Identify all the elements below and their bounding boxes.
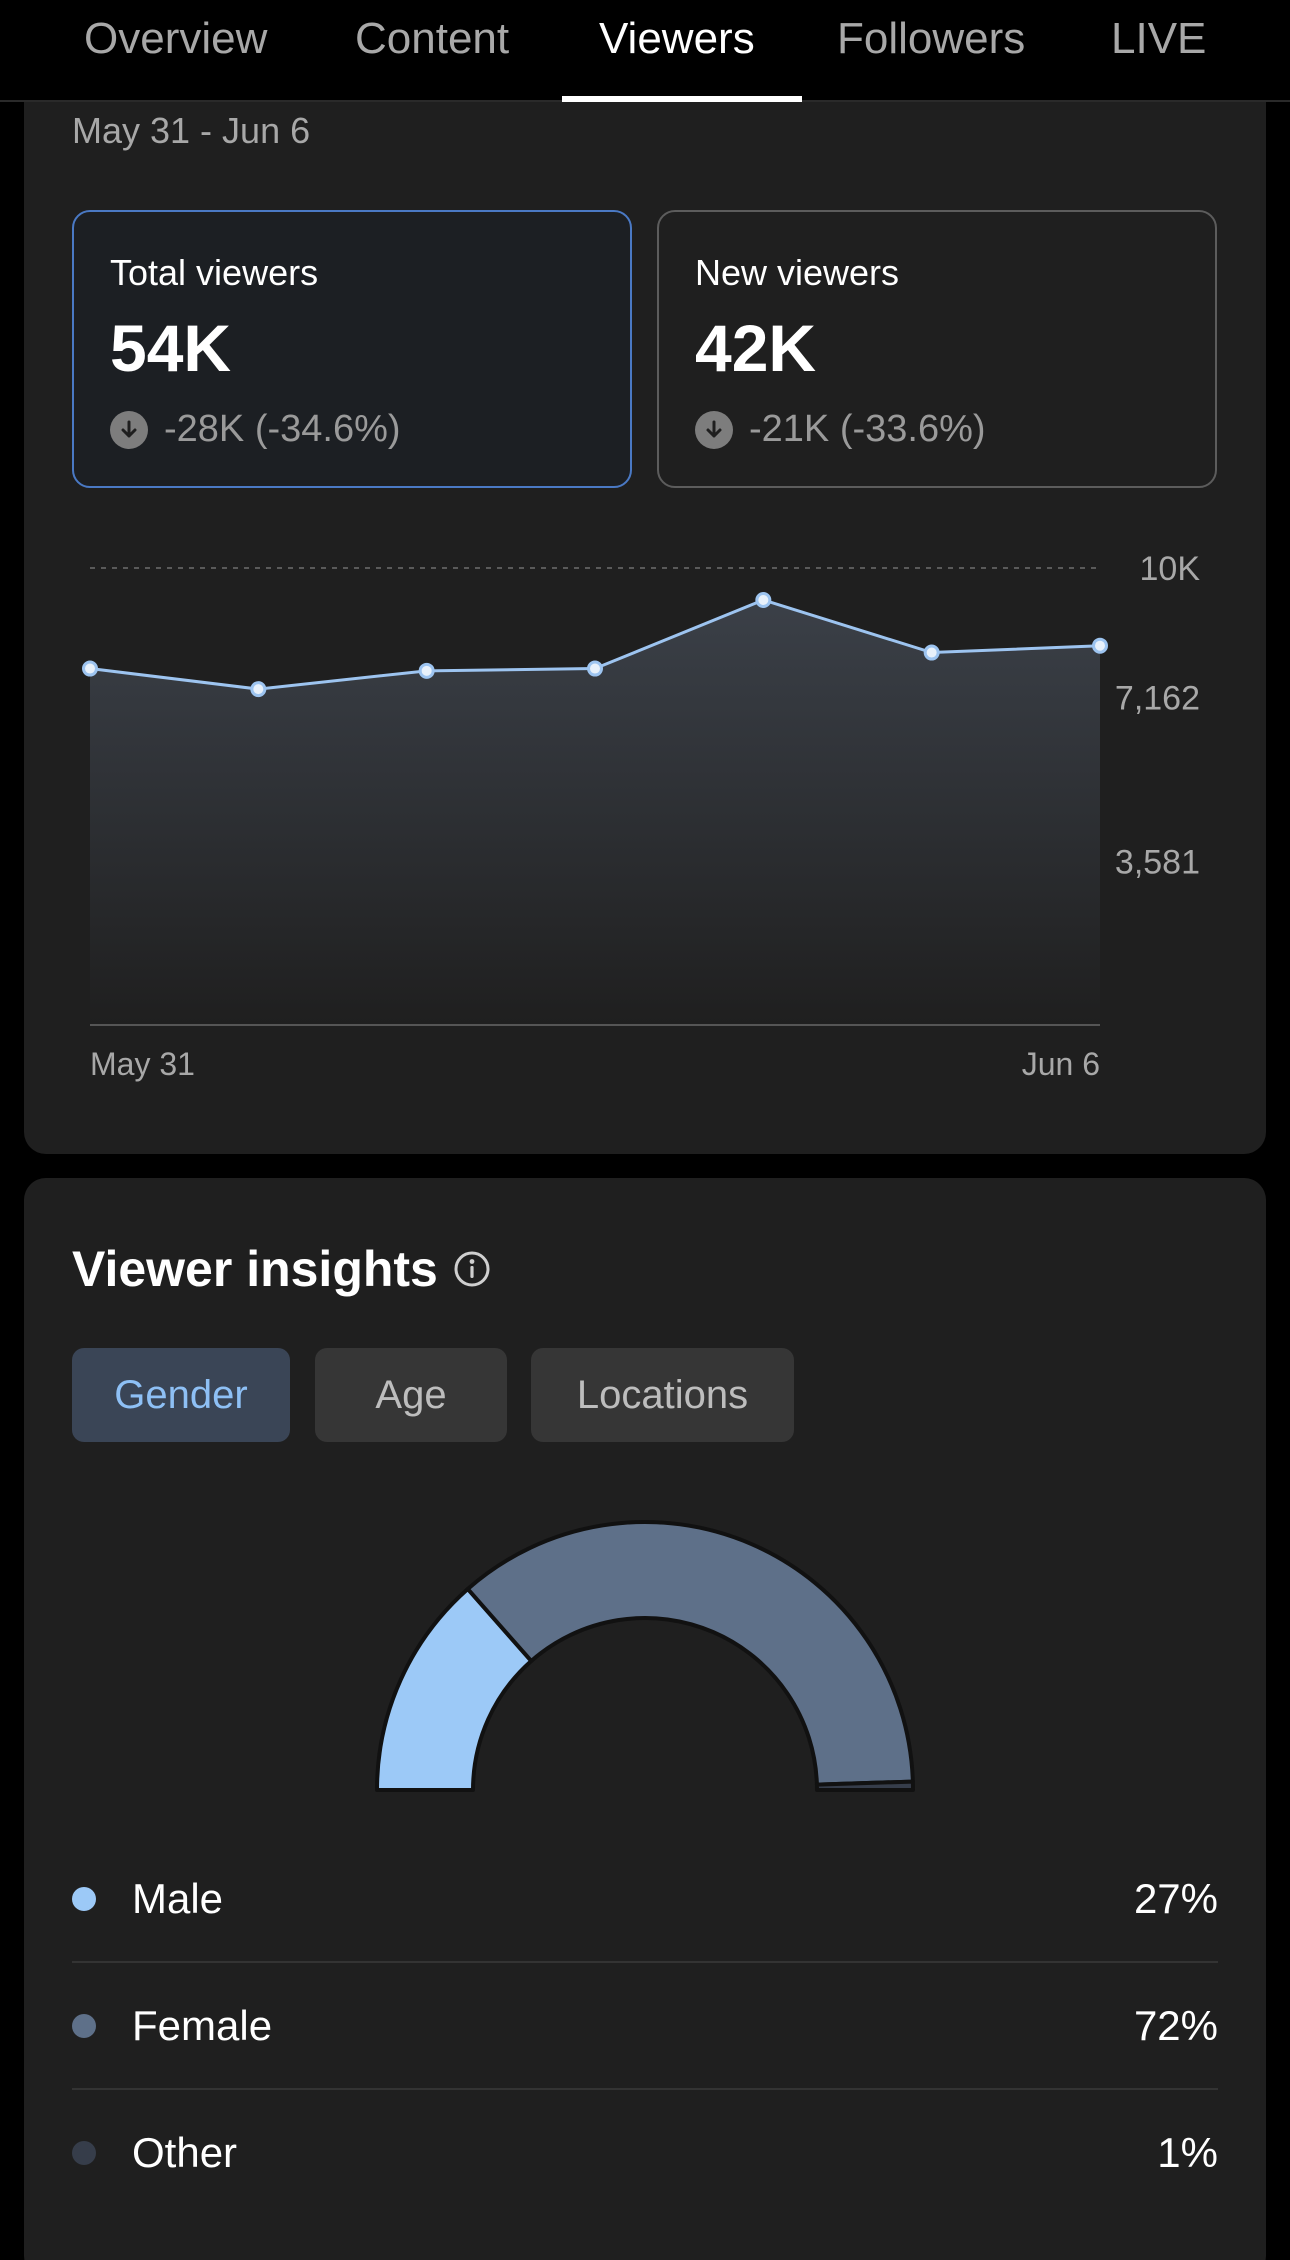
x-tick-label-start: May 31 <box>90 1046 195 1082</box>
info-icon[interactable] <box>452 1249 492 1289</box>
legend-label: Other <box>132 2129 238 2176</box>
divider <box>72 1961 1218 1963</box>
segment-gender[interactable]: Gender <box>72 1348 290 1442</box>
new-viewers-change-text: -21K (-33.6%) <box>749 408 986 450</box>
new-viewers-change: -21K (-33.6%) <box>695 408 986 451</box>
y-tick-label: 7,162 <box>1115 680 1200 718</box>
segment-age[interactable]: Age <box>315 1348 507 1442</box>
total-viewers-value: 54K <box>110 311 232 385</box>
legend-label: Male <box>132 1875 224 1922</box>
arrow-down-icon <box>695 410 733 449</box>
active-tab-indicator <box>562 96 802 102</box>
chart-area-fill <box>90 599 1100 1025</box>
total-viewers-label: Total viewers <box>110 252 319 293</box>
legend-percent: 72% <box>1133 2002 1218 2049</box>
total-viewers-change-text: -28K (-34.6%) <box>164 408 401 450</box>
female-color-dot <box>72 2014 96 2038</box>
viewer-insights-title: Viewer insights <box>72 1240 492 1298</box>
male-color-dot <box>72 1887 96 1911</box>
other-color-dot <box>72 2141 96 2165</box>
legend-label: Female <box>132 2002 273 2049</box>
x-tick-label-end: Jun 6 <box>1022 1046 1100 1082</box>
new-viewers-value: 42K <box>695 311 817 385</box>
chart-data-point[interactable] <box>923 644 940 661</box>
new-viewers-card[interactable]: New viewers 42K -21K (-33.6%) <box>657 210 1217 488</box>
new-viewers-label: New viewers <box>695 252 900 293</box>
chart-data-point[interactable] <box>418 662 435 679</box>
arrow-down-icon <box>110 410 148 449</box>
total-viewers-card[interactable]: Total viewers 54K -28K (-34.6%) <box>72 210 632 488</box>
tab-content[interactable]: Content <box>355 14 510 63</box>
chart-data-point[interactable] <box>250 681 267 698</box>
tab-bar: Overview Content Viewers Followers LIVE <box>0 0 1290 102</box>
divider <box>72 2088 1218 2090</box>
y-tick-label: 10K <box>1140 550 1201 588</box>
date-range: May 31 - Jun 6 <box>72 110 311 151</box>
tab-overview[interactable]: Overview <box>84 14 268 63</box>
chart-data-point[interactable] <box>587 660 603 677</box>
legend-row-male: Male 27% <box>72 1836 1218 1962</box>
tab-live[interactable]: LIVE <box>1111 14 1207 63</box>
total-viewers-change: -28K (-34.6%) <box>110 408 401 451</box>
viewer-insights-title-text: Viewer insights <box>72 1241 438 1297</box>
tab-followers[interactable]: Followers <box>837 14 1026 63</box>
legend-row-female: Female 72% <box>72 1963 1218 2089</box>
legend-percent: 27% <box>1133 1875 1218 1922</box>
chart-data-point[interactable] <box>82 660 98 677</box>
legend-percent: 1% <box>1157 2129 1218 2176</box>
chart-data-point[interactable] <box>755 591 772 608</box>
segment-locations[interactable]: Locations <box>531 1348 794 1442</box>
legend-row-other: Other 1% <box>72 2090 1218 2216</box>
viewers-line-chart: 10K 7,162 3,581 May 31 Jun 6 <box>82 550 1201 1082</box>
y-tick-label: 3,581 <box>1115 843 1200 881</box>
chart-data-point[interactable] <box>1092 637 1108 654</box>
tab-viewers[interactable]: Viewers <box>599 14 755 63</box>
